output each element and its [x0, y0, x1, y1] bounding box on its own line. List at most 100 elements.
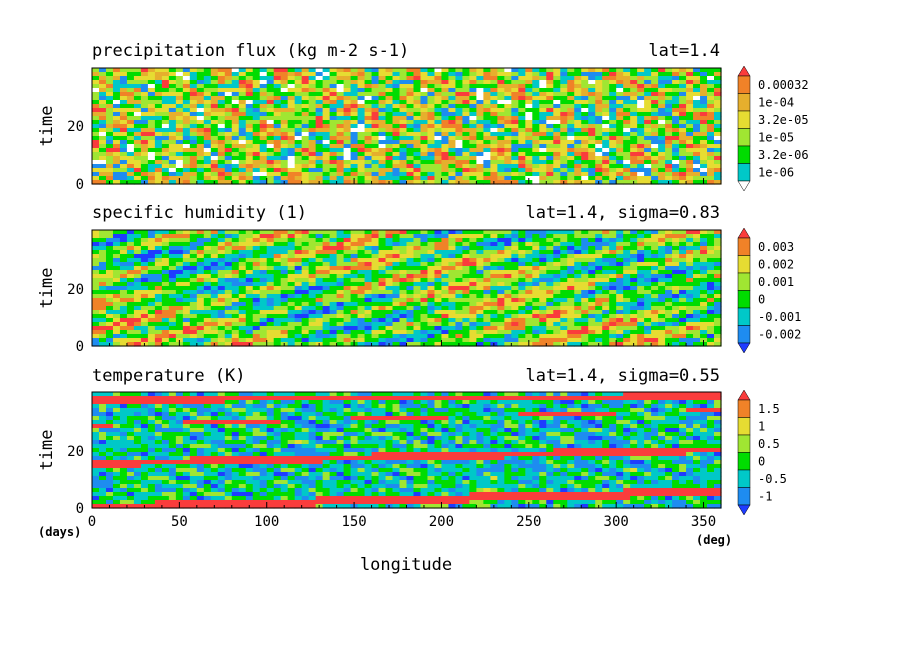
heatmap-cell: [651, 108, 659, 113]
heatmap-cell: [532, 116, 540, 121]
heatmap-cell: [602, 88, 610, 93]
heatmap-cell: [203, 144, 212, 149]
heatmap-cell: [497, 116, 505, 121]
heatmap-cell: [245, 310, 254, 315]
heatmap-cell: [259, 230, 268, 235]
heatmap-cell: [259, 254, 268, 259]
heatmap-cell: [476, 80, 484, 85]
heatmap-cell: [679, 294, 687, 299]
heatmap-cell: [623, 92, 631, 97]
heatmap-cell: [133, 144, 142, 149]
heatmap-cell: [280, 262, 289, 267]
heatmap-cell: [154, 140, 163, 145]
heatmap-cell: [133, 302, 142, 307]
heatmap-cell: [105, 302, 114, 307]
heatmap-cell: [252, 136, 261, 141]
heatmap-cell: [714, 282, 722, 287]
heatmap-cell: [273, 68, 282, 73]
heatmap-cell: [707, 274, 715, 279]
heatmap-cell: [420, 306, 429, 311]
heatmap-cell: [609, 136, 617, 141]
heatmap-cell: [301, 156, 310, 161]
heatmap-cell: [448, 314, 457, 319]
heatmap-cell: [427, 160, 436, 165]
heatmap-cell: [308, 172, 317, 177]
heatmap-cell: [385, 104, 394, 109]
heatmap-cell: [168, 294, 177, 299]
heatmap-cell: [371, 278, 380, 283]
heatmap-cell: [448, 140, 457, 145]
heatmap-cell: [518, 100, 526, 105]
heatmap-cell: [567, 278, 575, 283]
heatmap-cell: [364, 258, 373, 263]
heatmap-cell: [238, 310, 247, 315]
heatmap-cell: [406, 310, 415, 315]
heatmap-cell: [630, 330, 638, 335]
heatmap-cell: [567, 242, 575, 247]
heatmap-cell: [294, 72, 303, 77]
heatmap-cell: [329, 160, 338, 165]
heatmap-cell: [336, 322, 345, 327]
heatmap-cell: [406, 80, 415, 85]
heatmap-cell: [609, 84, 617, 89]
heatmap-cell: [294, 172, 303, 177]
heatmap-cell: [434, 290, 443, 295]
heatmap-cell: [280, 250, 289, 255]
heatmap-cell: [616, 164, 624, 169]
heatmap-cell: [581, 156, 589, 161]
heatmap-cell: [602, 164, 610, 169]
heatmap-cell: [119, 258, 128, 263]
heatmap-cell: [126, 318, 135, 323]
heatmap-cell: [217, 322, 226, 327]
heatmap-cell: [140, 132, 149, 137]
heatmap-cell: [497, 72, 505, 77]
heatmap-cell: [490, 96, 498, 101]
heatmap-cell: [490, 330, 498, 335]
heatmap-cell: [147, 250, 156, 255]
heatmap-cell: [588, 314, 596, 319]
heatmap-cell: [329, 124, 338, 129]
heatmap-cell: [231, 96, 240, 101]
heatmap-cell: [98, 148, 107, 153]
heatmap-cell: [644, 326, 652, 331]
heatmap-cell: [476, 270, 484, 275]
heatmap-cell: [252, 80, 261, 85]
heatmap-cell: [420, 254, 429, 259]
heatmap-cell: [217, 84, 226, 89]
heatmap-cell: [462, 120, 470, 125]
heatmap-cell: [154, 294, 163, 299]
heatmap-cell: [483, 132, 491, 137]
heatmap-cell: [553, 144, 561, 149]
heatmap-cell: [693, 100, 701, 105]
heatmap-cell: [490, 282, 498, 287]
heatmap-cell: [462, 246, 470, 251]
heatmap-cell: [581, 322, 589, 327]
heatmap-cell: [287, 262, 296, 267]
heatmap-cell: [427, 238, 436, 243]
heatmap-cell: [238, 258, 247, 263]
heatmap-cell: [546, 152, 554, 157]
heatmap-cell: [420, 96, 429, 101]
heatmap-cell: [154, 92, 163, 97]
heatmap-cell: [112, 302, 121, 307]
heatmap-cell: [609, 262, 617, 267]
heatmap-cell: [385, 140, 394, 145]
heatmap-cell: [651, 140, 659, 145]
heatmap-cell: [560, 120, 568, 125]
heatmap-cell: [679, 246, 687, 251]
heatmap-cell: [553, 286, 561, 291]
heatmap-cell: [301, 234, 310, 239]
heatmap-cell: [147, 302, 156, 307]
heatmap-cell: [581, 330, 589, 335]
heatmap-cell: [343, 234, 352, 239]
heatmap-cell: [280, 68, 289, 73]
heatmap-cell: [455, 172, 464, 177]
heatmap-cell: [560, 116, 568, 121]
heatmap-cell: [427, 148, 436, 153]
heatmap-cell: [238, 322, 247, 327]
heatmap-cell: [315, 128, 324, 133]
heatmap-cell: [392, 144, 401, 149]
heatmap-cell: [154, 108, 163, 113]
heatmap-cell: [203, 290, 212, 295]
heatmap-cell: [182, 168, 191, 173]
